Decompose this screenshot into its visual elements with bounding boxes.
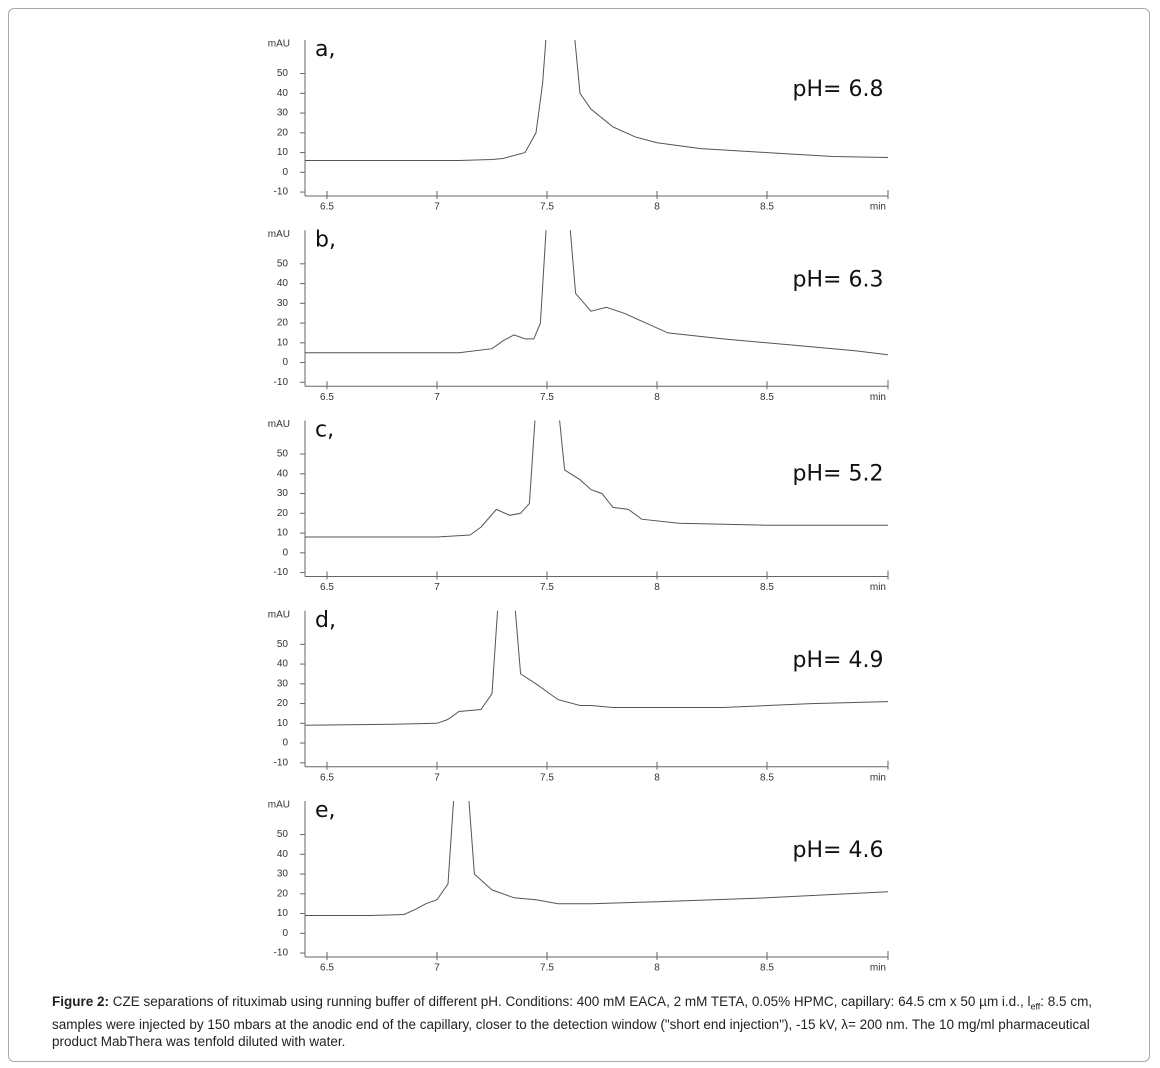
y-axis-label: mAU bbox=[268, 39, 290, 50]
y-axis-label: mAU bbox=[268, 609, 290, 620]
y-tick-label: 40 bbox=[277, 278, 289, 289]
trace bbox=[305, 801, 888, 916]
x-tick-label: 7 bbox=[434, 582, 440, 593]
panel: -10 0 10 20 30 40 50 6.5 7 7.5 8 8.5 mAU min a, pH= 6.8 bbox=[268, 37, 889, 213]
y-tick-label: 0 bbox=[282, 547, 288, 558]
y-axis-label: mAU bbox=[268, 229, 290, 240]
y-tick-label: 10 bbox=[277, 718, 289, 729]
y-tick-label: 50 bbox=[277, 449, 289, 460]
y-tick-label: 10 bbox=[277, 147, 289, 158]
x-tick-label: 6.5 bbox=[320, 772, 334, 783]
y-tick-label: 10 bbox=[277, 908, 289, 919]
x-tick-label: 8 bbox=[654, 772, 660, 783]
y-tick-label: 10 bbox=[277, 337, 289, 348]
y-tick-label: -10 bbox=[274, 187, 289, 198]
y-tick-label: 0 bbox=[282, 167, 288, 178]
y-tick-label: 40 bbox=[277, 659, 289, 670]
y-axis-label: mAU bbox=[268, 800, 290, 811]
y-tick-label: 20 bbox=[277, 888, 289, 899]
x-tick-label: 6.5 bbox=[320, 392, 334, 403]
x-tick-label: 6.5 bbox=[320, 963, 334, 974]
x-axis-label: min bbox=[870, 772, 886, 783]
ph-label: pH= 5.2 bbox=[793, 462, 884, 487]
y-tick-label: -10 bbox=[274, 757, 289, 768]
y-tick-label: 40 bbox=[277, 849, 289, 860]
y-tick-label: 40 bbox=[277, 88, 289, 99]
trace bbox=[305, 230, 888, 356]
y-tick-label: 30 bbox=[277, 108, 289, 119]
x-axis-label: min bbox=[870, 202, 886, 213]
x-tick-label: 8.5 bbox=[760, 582, 774, 593]
x-axis-label: min bbox=[870, 963, 886, 974]
x-tick-label: 6.5 bbox=[320, 582, 334, 593]
y-tick-label: 50 bbox=[277, 68, 289, 79]
y-tick-label: 50 bbox=[277, 258, 289, 269]
ph-label: pH= 4.9 bbox=[793, 648, 884, 673]
caption-subscript: eff bbox=[1030, 1001, 1041, 1012]
trace bbox=[305, 420, 888, 538]
x-tick-label: 8.5 bbox=[760, 202, 774, 213]
y-tick-label: 30 bbox=[277, 488, 289, 499]
x-tick-label: 8.5 bbox=[760, 392, 774, 403]
ph-label: pH= 6.8 bbox=[793, 77, 884, 102]
y-tick-label: -10 bbox=[274, 567, 289, 578]
x-tick-label: 8 bbox=[654, 392, 660, 403]
x-tick-label: 8 bbox=[654, 963, 660, 974]
panel: -10 0 10 20 30 40 50 6.5 7 7.5 8 8.5 mAU min b, pH= 6.3 bbox=[268, 227, 889, 403]
x-tick-label: 6.5 bbox=[320, 202, 334, 213]
y-tick-label: 0 bbox=[282, 357, 288, 368]
trace bbox=[305, 610, 888, 726]
caption: Figure 2: CZE separations of rituximab u… bbox=[52, 993, 1122, 1050]
caption-text: : 8.5 cm, samples were injected by 150 m… bbox=[52, 994, 1093, 1049]
trace bbox=[305, 40, 888, 161]
y-tick-label: 50 bbox=[277, 829, 289, 840]
panel: -10 0 10 20 30 40 50 6.5 7 7.5 8 8.5 mAU min c, pH= 5.2 bbox=[268, 418, 889, 593]
y-tick-label: 20 bbox=[277, 508, 289, 519]
panel: -10 0 10 20 30 40 50 6.5 7 7.5 8 8.5 mAU min d, pH= 4.9 bbox=[268, 608, 889, 783]
y-tick-label: 20 bbox=[277, 127, 289, 138]
panel-label: e, bbox=[315, 798, 336, 823]
x-tick-label: 8.5 bbox=[760, 963, 774, 974]
panel-label: b, bbox=[315, 227, 336, 252]
y-tick-label: 30 bbox=[277, 869, 289, 880]
panel-label: c, bbox=[315, 418, 334, 443]
y-tick-label: 20 bbox=[277, 698, 289, 709]
y-tick-label: 0 bbox=[282, 928, 288, 939]
panel: -10 0 10 20 30 40 50 6.5 7 7.5 8 8.5 mAU min e, pH= 4.6 bbox=[268, 798, 889, 974]
x-tick-label: 7 bbox=[434, 392, 440, 403]
x-tick-label: 7.5 bbox=[540, 963, 554, 974]
ph-label: pH= 4.6 bbox=[793, 838, 884, 863]
x-axis-label: min bbox=[870, 392, 886, 403]
x-axis-label: min bbox=[870, 582, 886, 593]
x-tick-label: 7.5 bbox=[540, 392, 554, 403]
y-tick-label: 30 bbox=[277, 298, 289, 309]
x-tick-label: 7.5 bbox=[540, 202, 554, 213]
panel-label: d, bbox=[315, 608, 336, 633]
y-axis-label: mAU bbox=[268, 419, 290, 430]
y-tick-label: -10 bbox=[274, 377, 289, 388]
y-tick-label: 10 bbox=[277, 528, 289, 539]
x-tick-label: 7 bbox=[434, 963, 440, 974]
x-tick-label: 7 bbox=[434, 202, 440, 213]
caption-label: Figure 2: bbox=[52, 994, 110, 1009]
x-tick-label: 7.5 bbox=[540, 582, 554, 593]
x-tick-label: 7 bbox=[434, 772, 440, 783]
y-tick-label: -10 bbox=[274, 948, 289, 959]
panel-label: a, bbox=[315, 37, 335, 62]
y-tick-label: 20 bbox=[277, 318, 289, 329]
y-tick-label: 30 bbox=[277, 678, 289, 689]
caption-text: CZE separations of rituximab using runni… bbox=[112, 994, 1031, 1009]
figure-frame bbox=[8, 8, 1150, 1062]
x-tick-label: 8.5 bbox=[760, 772, 774, 783]
y-tick-label: 50 bbox=[277, 639, 289, 650]
y-tick-label: 0 bbox=[282, 738, 288, 749]
x-tick-label: 8 bbox=[654, 582, 660, 593]
x-tick-label: 7.5 bbox=[540, 772, 554, 783]
y-tick-label: 40 bbox=[277, 468, 289, 479]
x-tick-label: 8 bbox=[654, 202, 660, 213]
ph-label: pH= 6.3 bbox=[793, 267, 884, 292]
figure: -10 0 10 20 30 40 50 6.5 7 7.5 8 8.5 mAU min a, pH= 6.8… bbox=[268, 37, 889, 974]
